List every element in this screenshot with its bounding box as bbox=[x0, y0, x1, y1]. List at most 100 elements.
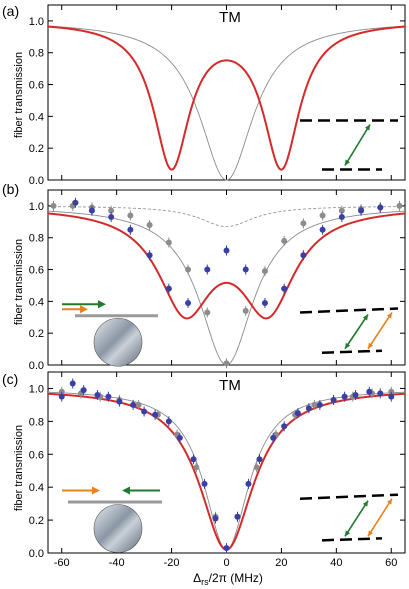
gray-data-point bbox=[281, 237, 288, 244]
gray-data-point bbox=[242, 307, 249, 314]
panel-a-label: (a) bbox=[2, 3, 19, 19]
blue-data-point bbox=[294, 410, 301, 417]
y-tick-label: 0.8 bbox=[29, 416, 44, 428]
gray-data-point bbox=[396, 202, 403, 209]
gray-data-point bbox=[146, 222, 153, 228]
arrow-head bbox=[368, 342, 374, 349]
x-tick-label: -20 bbox=[164, 557, 180, 569]
x-tick-label: -40 bbox=[109, 557, 125, 569]
y-tick-label: 0.0 bbox=[29, 175, 44, 187]
gray-data-point bbox=[319, 212, 326, 219]
blue-data-point bbox=[152, 411, 159, 418]
gray-data-point bbox=[261, 268, 268, 275]
y-tick-label: 1.0 bbox=[29, 201, 44, 213]
y-tick-label: 0.8 bbox=[29, 233, 44, 245]
y-tick-label: 0.0 bbox=[29, 360, 44, 372]
blue-data-point bbox=[204, 266, 211, 273]
blue-data-point bbox=[341, 393, 348, 400]
y-tick-label: 0.6 bbox=[29, 265, 44, 277]
y-tick-label: 0.6 bbox=[29, 80, 44, 92]
blue-data-point bbox=[72, 199, 79, 206]
blue-data-point bbox=[338, 214, 345, 221]
blue-data-point bbox=[58, 393, 65, 400]
y-tick-label: 1.0 bbox=[29, 16, 44, 28]
panel-c-title: TM bbox=[219, 377, 241, 394]
series-red-curve bbox=[47, 25, 406, 171]
gray-data-point bbox=[193, 464, 200, 471]
y-tick-label: 0.2 bbox=[29, 143, 44, 155]
waveguide bbox=[68, 500, 162, 504]
y-tick-label: 0.4 bbox=[29, 482, 44, 494]
lower-level-line bbox=[321, 349, 383, 354]
gray-data-point bbox=[185, 266, 192, 273]
panel-c-y-axis-label: fiber transmission bbox=[13, 425, 25, 511]
blue-data-point bbox=[245, 480, 252, 487]
blue-data-point bbox=[127, 226, 134, 233]
blue-data-point bbox=[270, 434, 277, 441]
arrow-head bbox=[98, 300, 106, 309]
x-tick-label: 60 bbox=[385, 557, 397, 569]
blue-data-point bbox=[256, 456, 263, 463]
panel-b: (b) fiber transmission 0.0 0.2 0.4 0.6 0.8 1.… bbox=[2, 181, 406, 372]
blue-data-point bbox=[242, 266, 249, 273]
arrow-head bbox=[364, 124, 370, 131]
series-red-curve bbox=[47, 212, 406, 320]
blue-data-point bbox=[305, 405, 312, 412]
transition-arrow bbox=[367, 498, 393, 537]
blue-data-point bbox=[185, 299, 192, 306]
blue-data-point bbox=[377, 204, 384, 211]
blue-data-point bbox=[261, 299, 268, 306]
y-tick-label: 0.4 bbox=[29, 111, 44, 123]
microresonator-sphere bbox=[93, 504, 143, 553]
upper-level-line bbox=[299, 307, 399, 314]
x-tick-label: 0 bbox=[223, 557, 229, 569]
series-gray-thin-curve bbox=[47, 25, 406, 181]
gray-data-point bbox=[108, 207, 115, 214]
blue-data-point bbox=[165, 285, 172, 292]
blue-data-point bbox=[234, 513, 241, 520]
panel-c: (c) TM fiber transmission Δrs/2π (MHz) 0… bbox=[2, 371, 406, 587]
panel-a: (a) TM fiber transmission 0.0 0.2 0.4 0.6 0.… bbox=[2, 3, 406, 187]
y-tick-label: 0.8 bbox=[29, 48, 44, 60]
blue-data-point bbox=[116, 398, 123, 405]
transition-arrow bbox=[344, 314, 369, 350]
blue-data-point bbox=[80, 387, 87, 394]
y-tick-label: 1.0 bbox=[29, 383, 44, 395]
blue-data-point bbox=[94, 392, 101, 399]
blue-data-point bbox=[281, 285, 288, 292]
blue-data-point bbox=[352, 392, 359, 399]
blue-data-point bbox=[108, 214, 115, 221]
blue-data-point bbox=[377, 390, 384, 397]
panel-b-y-axis-label: fiber transmission bbox=[13, 239, 25, 325]
blue-data-point bbox=[201, 480, 208, 487]
x-tick-label: -60 bbox=[54, 557, 70, 569]
arrow-head bbox=[362, 314, 368, 321]
x-tick-label: 40 bbox=[330, 557, 342, 569]
transition-arrow bbox=[344, 124, 371, 166]
arrow-head bbox=[345, 342, 351, 349]
gray-data-point bbox=[135, 401, 142, 408]
arrow-head bbox=[122, 486, 130, 495]
arrow-head bbox=[368, 530, 374, 537]
upper-level-line bbox=[299, 493, 399, 500]
gray-data-point bbox=[311, 401, 318, 408]
blue-data-point bbox=[223, 545, 230, 552]
blue-data-point bbox=[146, 252, 153, 259]
arrow-head bbox=[386, 312, 392, 319]
transition-arrow bbox=[344, 500, 369, 537]
panel-b-label: (b) bbox=[2, 181, 19, 197]
blue-data-point bbox=[212, 515, 219, 522]
gray-data-point bbox=[127, 212, 134, 219]
arrow-head bbox=[92, 486, 100, 495]
blue-data-point bbox=[141, 408, 148, 415]
gray-data-point bbox=[50, 202, 57, 209]
blue-data-point bbox=[316, 401, 323, 408]
x-tick-label: 20 bbox=[275, 557, 287, 569]
y-tick-label: 0.4 bbox=[29, 296, 44, 308]
blue-data-point bbox=[88, 207, 95, 214]
panel-c-label: (c) bbox=[2, 371, 18, 387]
blue-data-point bbox=[105, 393, 112, 400]
waveguide bbox=[75, 314, 158, 318]
gray-data-point bbox=[165, 239, 172, 246]
